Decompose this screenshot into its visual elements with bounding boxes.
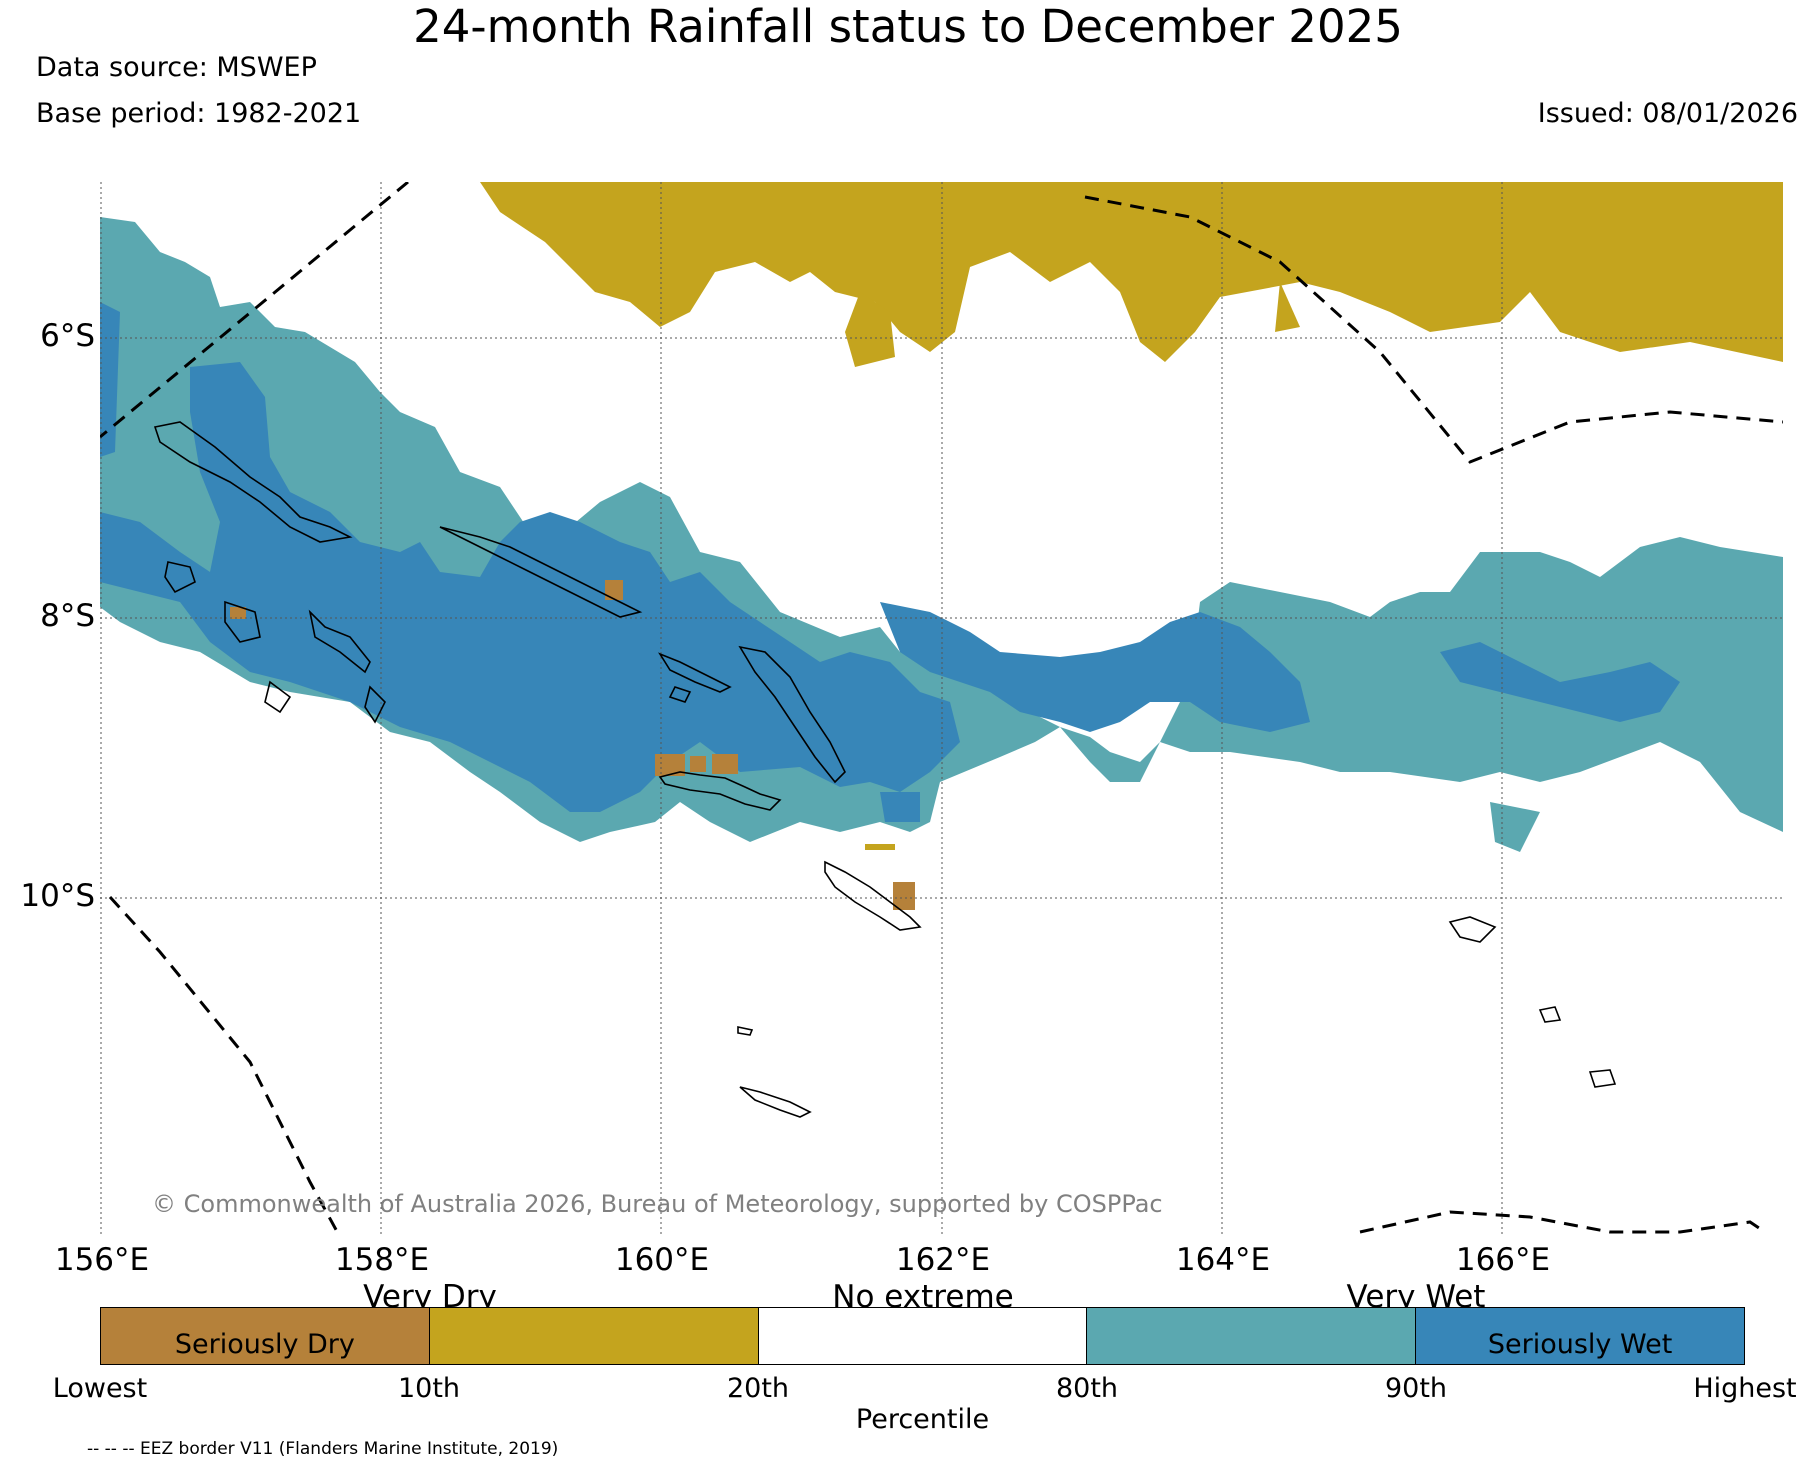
lat-label: 6°S <box>40 318 95 354</box>
colorbar-tick-label: 90th <box>1384 1373 1448 1404</box>
island-outline <box>164 561 196 594</box>
map-title: 24-month Rainfall status to December 202… <box>413 0 1403 53</box>
lat-label: 8°S <box>40 598 95 634</box>
lon-label: 160°E <box>614 1242 710 1278</box>
island-outline <box>153 421 353 543</box>
seriously-wet-region <box>880 602 1310 732</box>
eez-border <box>100 182 1783 1237</box>
colorbar-segment-very-wet <box>1087 1308 1417 1364</box>
colorbar-tick-label: Highest <box>1693 1373 1797 1404</box>
island-outline <box>668 686 692 703</box>
seriously-wet-region <box>880 792 920 822</box>
eez-note: -- -- -- EEZ border V11 (Flanders Marine… <box>87 1439 559 1459</box>
colorbar-tick-label: 20th <box>726 1373 790 1404</box>
seriously-dry-patch <box>655 754 685 776</box>
seriously-dry-patch <box>865 844 895 850</box>
copyright-notice: © Commonwealth of Australia 2026, Bureau… <box>152 1190 1163 1218</box>
colorbar-segment-seriously-wet: Seriously Wet <box>1416 1308 1744 1364</box>
island-outline <box>1588 1069 1617 1088</box>
base-period-label: Base period: 1982-2021 <box>36 98 362 129</box>
seriously-dry-patch <box>712 754 738 774</box>
island-outline <box>439 526 643 618</box>
lon-label: 164°E <box>1175 1242 1271 1278</box>
colorbar-tick-label: Lowest <box>52 1373 148 1404</box>
colorbar-segment-no-extreme <box>758 1308 1088 1364</box>
very-wet-region <box>1490 802 1540 852</box>
rainfall-map <box>100 182 1783 1237</box>
data-source-label: Data source: MSWEP <box>36 52 317 83</box>
very-dry-region <box>480 182 1783 362</box>
island-outline <box>264 680 292 714</box>
seriously-wet-region <box>1440 642 1680 722</box>
island-outline <box>658 771 782 811</box>
colorbar-segment-label: Seriously Wet <box>1487 1329 1673 1360</box>
island-outline <box>824 860 922 931</box>
percentile-colorbar: Seriously Dry Seriously Wet <box>100 1307 1745 1365</box>
seriously-wet-region <box>100 362 960 812</box>
island-outline <box>658 652 732 693</box>
lat-label: 10°S <box>20 878 95 914</box>
seriously-wet-region <box>100 302 120 457</box>
very-dry-region <box>845 292 895 367</box>
colorbar-segment-very-dry <box>429 1308 759 1364</box>
lon-label: 162°E <box>895 1242 991 1278</box>
island-outline <box>308 609 371 674</box>
island-outline <box>364 685 386 724</box>
lon-label: 156°E <box>54 1242 150 1278</box>
island-outlines <box>153 421 1617 1118</box>
colorbar-segment-seriously-dry: Seriously Dry <box>101 1308 430 1364</box>
island-outline <box>224 600 261 643</box>
island-outline <box>739 1086 812 1118</box>
lon-label: 158°E <box>334 1242 430 1278</box>
island-outline <box>738 645 846 784</box>
island-outline <box>1448 916 1497 943</box>
colorbar-tick-label: 80th <box>1055 1373 1119 1404</box>
colorbar-segment-label: Seriously Dry <box>174 1329 355 1360</box>
seriously-dry-patch <box>230 607 246 619</box>
seriously-dry-patch <box>690 756 706 772</box>
colorbar-tick-label: 10th <box>397 1373 461 1404</box>
island-outline <box>1538 1006 1562 1023</box>
lon-label: 166°E <box>1455 1242 1551 1278</box>
seriously-dry-patch <box>893 882 915 910</box>
island-outline <box>737 1026 754 1036</box>
seriously-dry-patch <box>605 580 623 600</box>
graticule <box>100 182 1783 1237</box>
colorbar-axis-label: Percentile <box>855 1404 990 1435</box>
very-dry-region <box>1275 282 1300 332</box>
issued-date-label: Issued: 08/01/2026 <box>1537 98 1798 129</box>
